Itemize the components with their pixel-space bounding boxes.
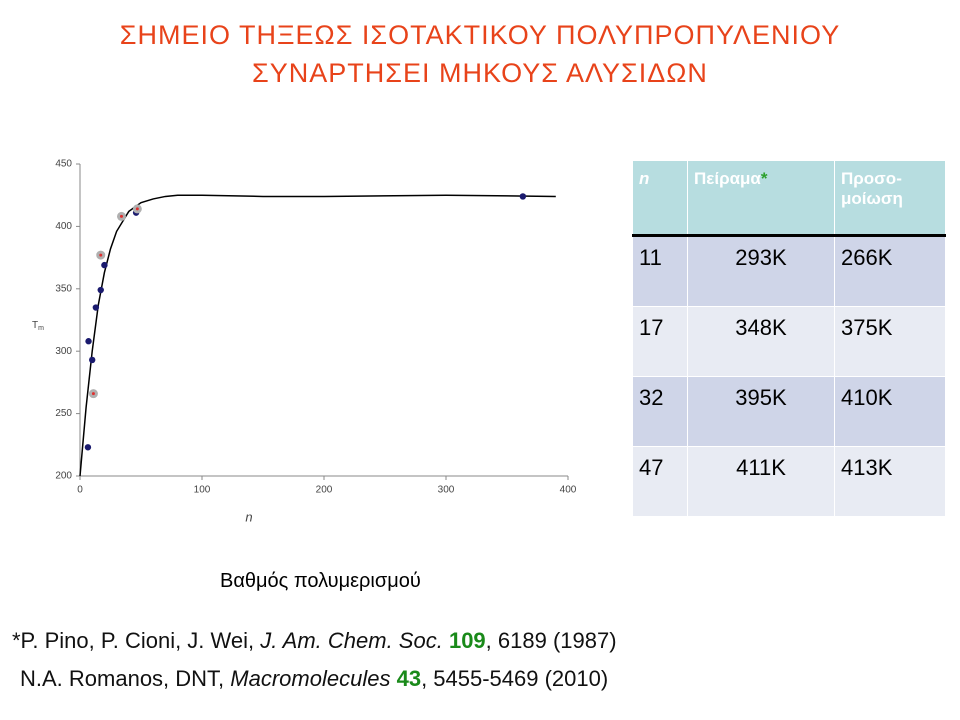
reference-part: *P. Pino, P. Cioni, J. Wei, [12, 628, 261, 653]
data-point [85, 338, 92, 345]
slide-title: ΣΥΝΑΡΤΗΣΕΙ ΜΗΚΟΥΣ ΑΛΥΣΙΔΩΝ [252, 58, 708, 88]
header-text: n [639, 169, 650, 188]
reference: N.A. Romanos, DNT, Macromolecules 43, 54… [20, 666, 608, 692]
y-tick-label: 300 [55, 346, 72, 357]
table-row: 32 395K 410K [632, 376, 946, 447]
table-cell: 411K [687, 446, 835, 517]
table-cell: 410K [834, 376, 946, 447]
reference-part: Macromolecules [230, 666, 391, 691]
reference-part: N.A. Romanos, DNT, [20, 666, 231, 691]
chart: 200 250 300 350 400 450 0 100 200 300 400 n Tm [32, 159, 577, 525]
table-cell: 47 [632, 446, 688, 517]
reference-part: , 6189 (1987) [485, 628, 617, 653]
header-text: Πείραμα [694, 169, 761, 188]
reference-part: 109 [448, 628, 486, 653]
header-cell: n [632, 160, 688, 236]
header-cell: Πείραμα* [687, 160, 835, 236]
header-cell: Προσο-μοίωση [834, 160, 946, 236]
header-mark: * [760, 169, 768, 188]
y-axis-label-sub: m [38, 325, 44, 332]
x-tick-label: 400 [560, 485, 577, 496]
table-cell: 11 [632, 234, 688, 307]
data-point [84, 444, 92, 451]
slide-title: ΣΗΜΕΙΟ ΤΗΞΕΩΣ ΙΣΟΤΑΚΤΙΚΟΥ ΠΟΛΥΠΡΟΠΥΛΕΝΙΟ… [119, 20, 841, 50]
y-axis-label: Tm [32, 320, 44, 332]
table-cell: 375K [834, 306, 946, 377]
x-tick-label: 100 [194, 485, 211, 496]
reference: *P. Pino, P. Cioni, J. Wei, J. Am. Chem.… [12, 628, 617, 654]
y-tick-label: 400 [55, 221, 72, 232]
table-cell: 293K [687, 234, 835, 307]
subtitle: Βαθμός πολυμερισμού [220, 570, 421, 592]
x-tick-label: 200 [316, 485, 333, 496]
data-point [92, 304, 100, 311]
table-cell: 17 [632, 306, 688, 377]
simulation-point [88, 389, 98, 399]
y-tick-label: 350 [55, 283, 72, 294]
reference-part: J. Am. Chem. Soc. [260, 628, 443, 653]
x-tick-label: 0 [77, 485, 83, 496]
data-point [101, 261, 108, 269]
table-row: 11 293K 266K [632, 234, 946, 307]
simulation-point [116, 211, 126, 221]
results-table: n Πείραμα* Προσο-μοίωση 11 293K 266K 17 348K 375… [632, 160, 946, 517]
simulation-point [132, 204, 142, 214]
data-point [97, 286, 104, 294]
y-tick-label: 250 [55, 408, 72, 419]
header-text: Προσο-μοίωση [841, 169, 903, 208]
x-tick-label: 300 [438, 485, 455, 496]
reference-part: , 5455-5469 (2010) [421, 666, 609, 691]
table-cell: 348K [687, 306, 835, 377]
reference-part: 43 [396, 666, 422, 691]
table-cell: 413K [834, 446, 946, 517]
y-tick-label: 450 [55, 159, 72, 170]
table-row: 47 411K 413K [632, 446, 946, 517]
table-row: 17 348K 375K [632, 306, 946, 377]
fit-curve [79, 194, 556, 477]
x-axis-label: n [245, 509, 252, 524]
data-point [519, 193, 527, 200]
y-tick-label: 200 [55, 471, 72, 482]
data-point [89, 356, 96, 364]
table-cell: 266K [834, 234, 946, 307]
table-cell: 395K [687, 376, 835, 447]
y-axis-label-main: T [32, 320, 38, 331]
table-cell: 32 [632, 376, 688, 447]
simulation-point [96, 250, 106, 260]
